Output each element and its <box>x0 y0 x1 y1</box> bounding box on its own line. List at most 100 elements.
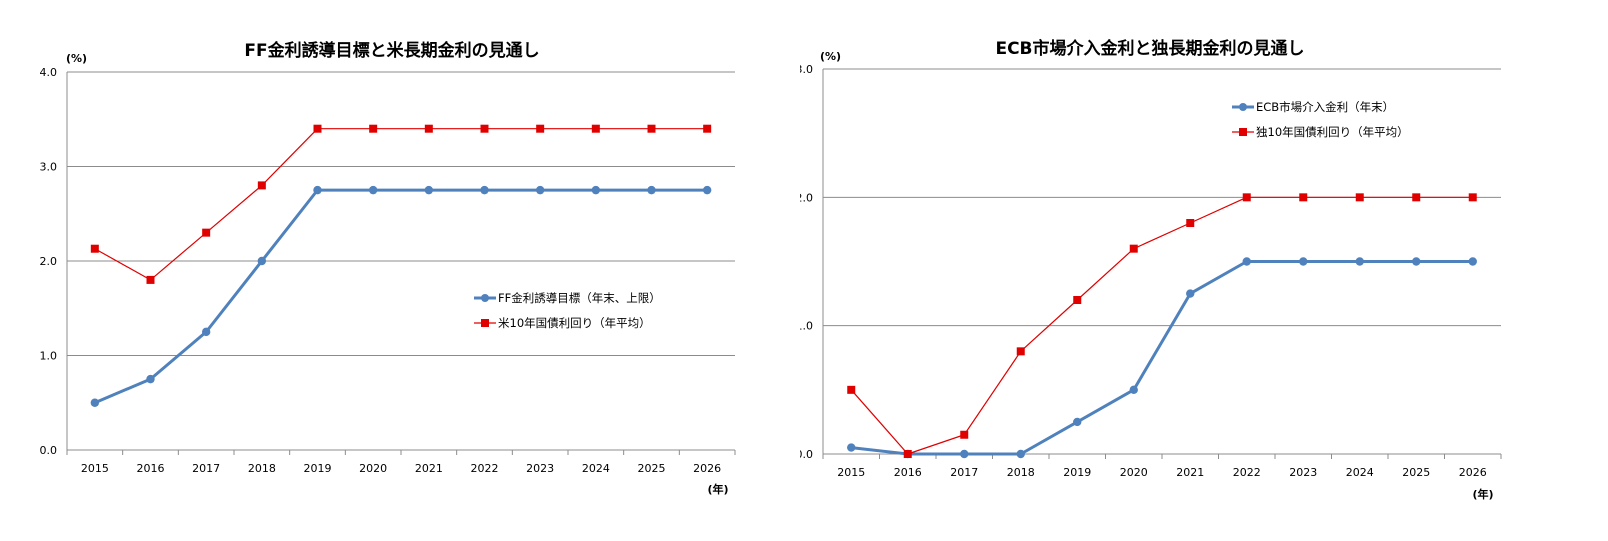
data-point-circle <box>257 256 267 266</box>
legend-label-2: 米10年国債利回り（年平均） <box>498 316 651 330</box>
data-point-square <box>90 244 99 253</box>
x-tick-label: 2020 <box>1120 466 1148 479</box>
legend-label-2: 独10年国債利回り（年平均） <box>1256 125 1409 139</box>
x-tick-label: 2021 <box>415 462 443 475</box>
series-line-1 <box>851 260 1473 456</box>
data-point-square <box>313 124 322 133</box>
data-point-circle <box>1186 289 1195 298</box>
x-tick-label: 2016 <box>137 462 165 475</box>
data-point-circle <box>424 185 434 195</box>
x-tick-label: 2023 <box>1289 466 1317 479</box>
data-point-square <box>202 228 211 237</box>
y-tick-label: 2.0 <box>40 255 58 268</box>
data-point-square <box>1186 219 1195 227</box>
data-point-square <box>903 450 912 458</box>
series-line-1 <box>94 188 708 405</box>
data-point-circle <box>702 185 712 195</box>
x-axis-unit: (年) <box>1472 487 1493 501</box>
x-tick-label: 2022 <box>471 462 499 475</box>
legend-marker-circle <box>481 294 489 302</box>
legend-marker-square <box>1239 128 1247 136</box>
data-point-square <box>1412 193 1421 202</box>
y-tick-label: 3.0 <box>40 161 58 174</box>
x-tick-label: 2022 <box>1233 466 1261 479</box>
data-point-circle <box>1016 449 1025 459</box>
legend-marker-circle <box>1239 103 1247 111</box>
data-point-square <box>146 275 155 284</box>
legend-marker-square <box>481 319 489 327</box>
data-point-square <box>536 124 545 133</box>
x-tick-label: 2015 <box>81 462 109 475</box>
x-tick-label: 2026 <box>1459 466 1487 479</box>
y-tick-label: 0.0 <box>40 444 58 457</box>
x-tick-label: 2024 <box>1346 466 1374 479</box>
data-point-circle <box>591 185 601 195</box>
x-axis-unit: (年) <box>707 482 728 496</box>
data-point-square <box>1129 244 1138 253</box>
x-tick-label: 2025 <box>638 462 666 475</box>
data-point-circle <box>1468 257 1477 266</box>
data-point-circle <box>146 374 155 384</box>
data-point-circle <box>368 185 378 195</box>
y-axis-unit: (%) <box>820 50 841 63</box>
x-tick-label: 2018 <box>248 462 276 475</box>
data-point-square <box>424 124 433 133</box>
x-tick-label: 2018 <box>1007 466 1035 479</box>
series-line-2 <box>94 128 708 281</box>
x-tick-label: 2016 <box>894 466 922 479</box>
data-point-square <box>591 124 600 133</box>
data-point-circle <box>960 449 969 459</box>
x-tick-label: 2017 <box>950 466 978 479</box>
data-point-circle <box>647 185 656 195</box>
data-point-square <box>1016 347 1025 356</box>
data-point-square <box>1355 193 1364 202</box>
data-point-circle <box>1412 257 1421 266</box>
data-point-square <box>257 181 266 190</box>
x-tick-label: 2020 <box>359 462 387 475</box>
data-point-square <box>369 124 378 133</box>
chart-title: ECB市場介入金利と独長期金利の見通し <box>995 38 1304 59</box>
data-point-square <box>960 430 969 439</box>
x-tick-label: 2017 <box>192 462 220 475</box>
data-point-circle <box>313 185 322 195</box>
data-point-square <box>847 385 856 394</box>
data-point-circle <box>1355 257 1364 266</box>
data-point-circle <box>201 327 211 337</box>
data-point-circle <box>480 185 489 195</box>
x-tick-label: 2025 <box>1402 466 1430 479</box>
x-tick-label: 2019 <box>304 462 332 475</box>
y-tick-label: 3.0 <box>800 63 813 76</box>
series-line-2 <box>850 196 1473 455</box>
data-point-circle <box>1299 257 1308 266</box>
data-point-square <box>1299 193 1308 202</box>
y-tick-label: 4.0 <box>40 66 58 79</box>
y-tick-label: 1.0 <box>40 350 58 363</box>
legend-label-1: ECB市場介入金利（年末） <box>1256 100 1394 114</box>
data-point-square <box>647 124 656 133</box>
data-point-circle <box>1073 417 1082 427</box>
chart-ecb-bund: ECB市場介入金利と独長期金利の見通し (%) (年) 0.0 1.0 2.0 3.0 201… <box>800 38 1502 501</box>
x-tick-label: 2019 <box>1063 466 1091 479</box>
x-tick-label: 2024 <box>582 462 610 475</box>
data-point-circle <box>847 443 856 452</box>
legend-label-1: FF金利誘導目標（年末、上限） <box>498 291 661 305</box>
data-point-square <box>1468 193 1477 202</box>
x-tick-label: 2023 <box>526 462 554 475</box>
data-point-circle <box>90 398 100 407</box>
data-point-square <box>480 124 489 133</box>
data-point-square <box>1242 193 1251 202</box>
chart-title: FF金利誘導目標と米長期金利の見通し <box>244 40 539 61</box>
data-point-circle <box>1242 257 1251 266</box>
chart-ff-ust: FF金利誘導目標と米長期金利の見通し (%) (年) 0.0 1.0 2.0 3.0 4.0 2… <box>40 40 736 496</box>
data-point-square <box>1073 296 1082 304</box>
data-point-circle <box>1129 385 1138 395</box>
y-tick-label: 0.0 <box>800 448 813 461</box>
data-point-circle <box>535 185 545 195</box>
x-tick-label: 2021 <box>1176 466 1204 479</box>
y-tick-label: 1.0 <box>800 320 813 333</box>
data-point-square <box>703 124 712 133</box>
y-tick-label: 2.0 <box>800 191 813 204</box>
y-axis-unit: (%) <box>66 52 87 65</box>
x-tick-label: 2015 <box>837 466 865 479</box>
